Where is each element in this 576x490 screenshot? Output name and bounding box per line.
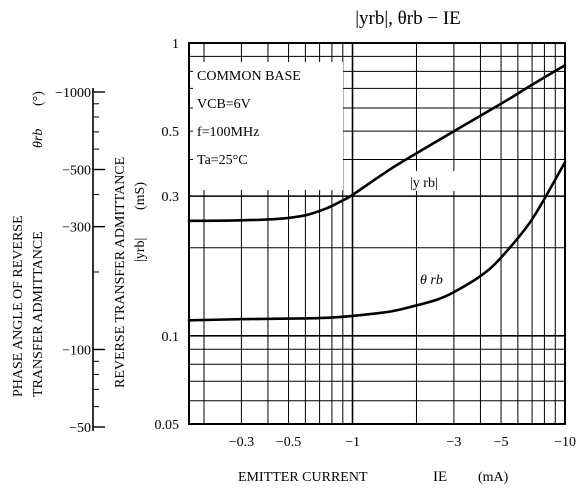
series-label-theta: θ rb bbox=[420, 273, 443, 288]
series-label-yrb: |y rb| bbox=[410, 176, 438, 191]
right-axis-tick-label: 1 bbox=[172, 37, 179, 52]
left-axis: −1000 −500 −300 −100 −50 bbox=[55, 86, 105, 436]
right-axis-label-symbol: |yrb| bbox=[133, 238, 148, 262]
chart-title: |yrb|, θrb − IE bbox=[355, 8, 461, 29]
left-axis-tick-label: −300 bbox=[62, 221, 91, 236]
left-axis-label-line1: PHASE ANGLE OF REVERSE bbox=[11, 215, 26, 397]
plot-frame bbox=[188, 42, 566, 425]
yrb-label-bg bbox=[408, 171, 472, 191]
right-axis-tick-label: 0.05 bbox=[155, 418, 180, 433]
x-axis-tick-label: −3 bbox=[446, 435, 461, 450]
right-axis-tick-label: 0.5 bbox=[162, 125, 180, 140]
left-axis-tick-label: −1000 bbox=[55, 86, 91, 101]
series-line-yrb bbox=[187, 63, 567, 223]
left-axis-label-symbol: θrb bbox=[31, 129, 46, 148]
x-axis-tick-label: −1 bbox=[345, 435, 360, 450]
left-axis-tick-label: −500 bbox=[62, 164, 91, 179]
right-axis-tick-label: 0.1 bbox=[162, 330, 180, 345]
x-axis-tick-label: −0.3 bbox=[229, 435, 254, 450]
curves bbox=[187, 63, 567, 322]
annotation-box bbox=[193, 62, 343, 190]
x-axis-unit: (mA) bbox=[478, 470, 509, 485]
left-axis-label-unit: (°) bbox=[31, 91, 46, 106]
series-line-theta bbox=[187, 160, 567, 322]
x-axis-label: EMITTER CURRENT bbox=[238, 470, 368, 485]
right-axis-label-line1: REVERSE TRANSFER ADMITTANCE bbox=[113, 157, 128, 388]
x-axis-tick-label: −5 bbox=[494, 435, 509, 450]
left-axis-tick-label: −100 bbox=[62, 343, 91, 358]
annotation-frequency: f=100MHz bbox=[197, 125, 259, 140]
right-axis-tick-label: 0.3 bbox=[162, 190, 180, 205]
annotation-config: COMMON BASE bbox=[197, 69, 301, 84]
x-axis-tick-label: −0.5 bbox=[276, 435, 301, 450]
left-axis-tick-label: −50 bbox=[69, 421, 91, 436]
x-tick-labels: −0.3 −0.5 −1 −3 −5 −10 bbox=[229, 435, 576, 450]
annotation-temperature: Ta=25°C bbox=[197, 153, 248, 168]
x-axis-symbol: IE bbox=[433, 469, 447, 485]
x-axis-tick-label: −10 bbox=[554, 435, 576, 450]
right-axis-tick-labels: 1 0.5 0.3 0.1 0.05 bbox=[155, 37, 180, 433]
left-axis-label-line2: TRANSFER ADMITTANCE bbox=[31, 231, 46, 397]
annotation-vcb: VCB=6V bbox=[197, 97, 251, 112]
right-axis-label-unit: (mS) bbox=[133, 182, 148, 210]
